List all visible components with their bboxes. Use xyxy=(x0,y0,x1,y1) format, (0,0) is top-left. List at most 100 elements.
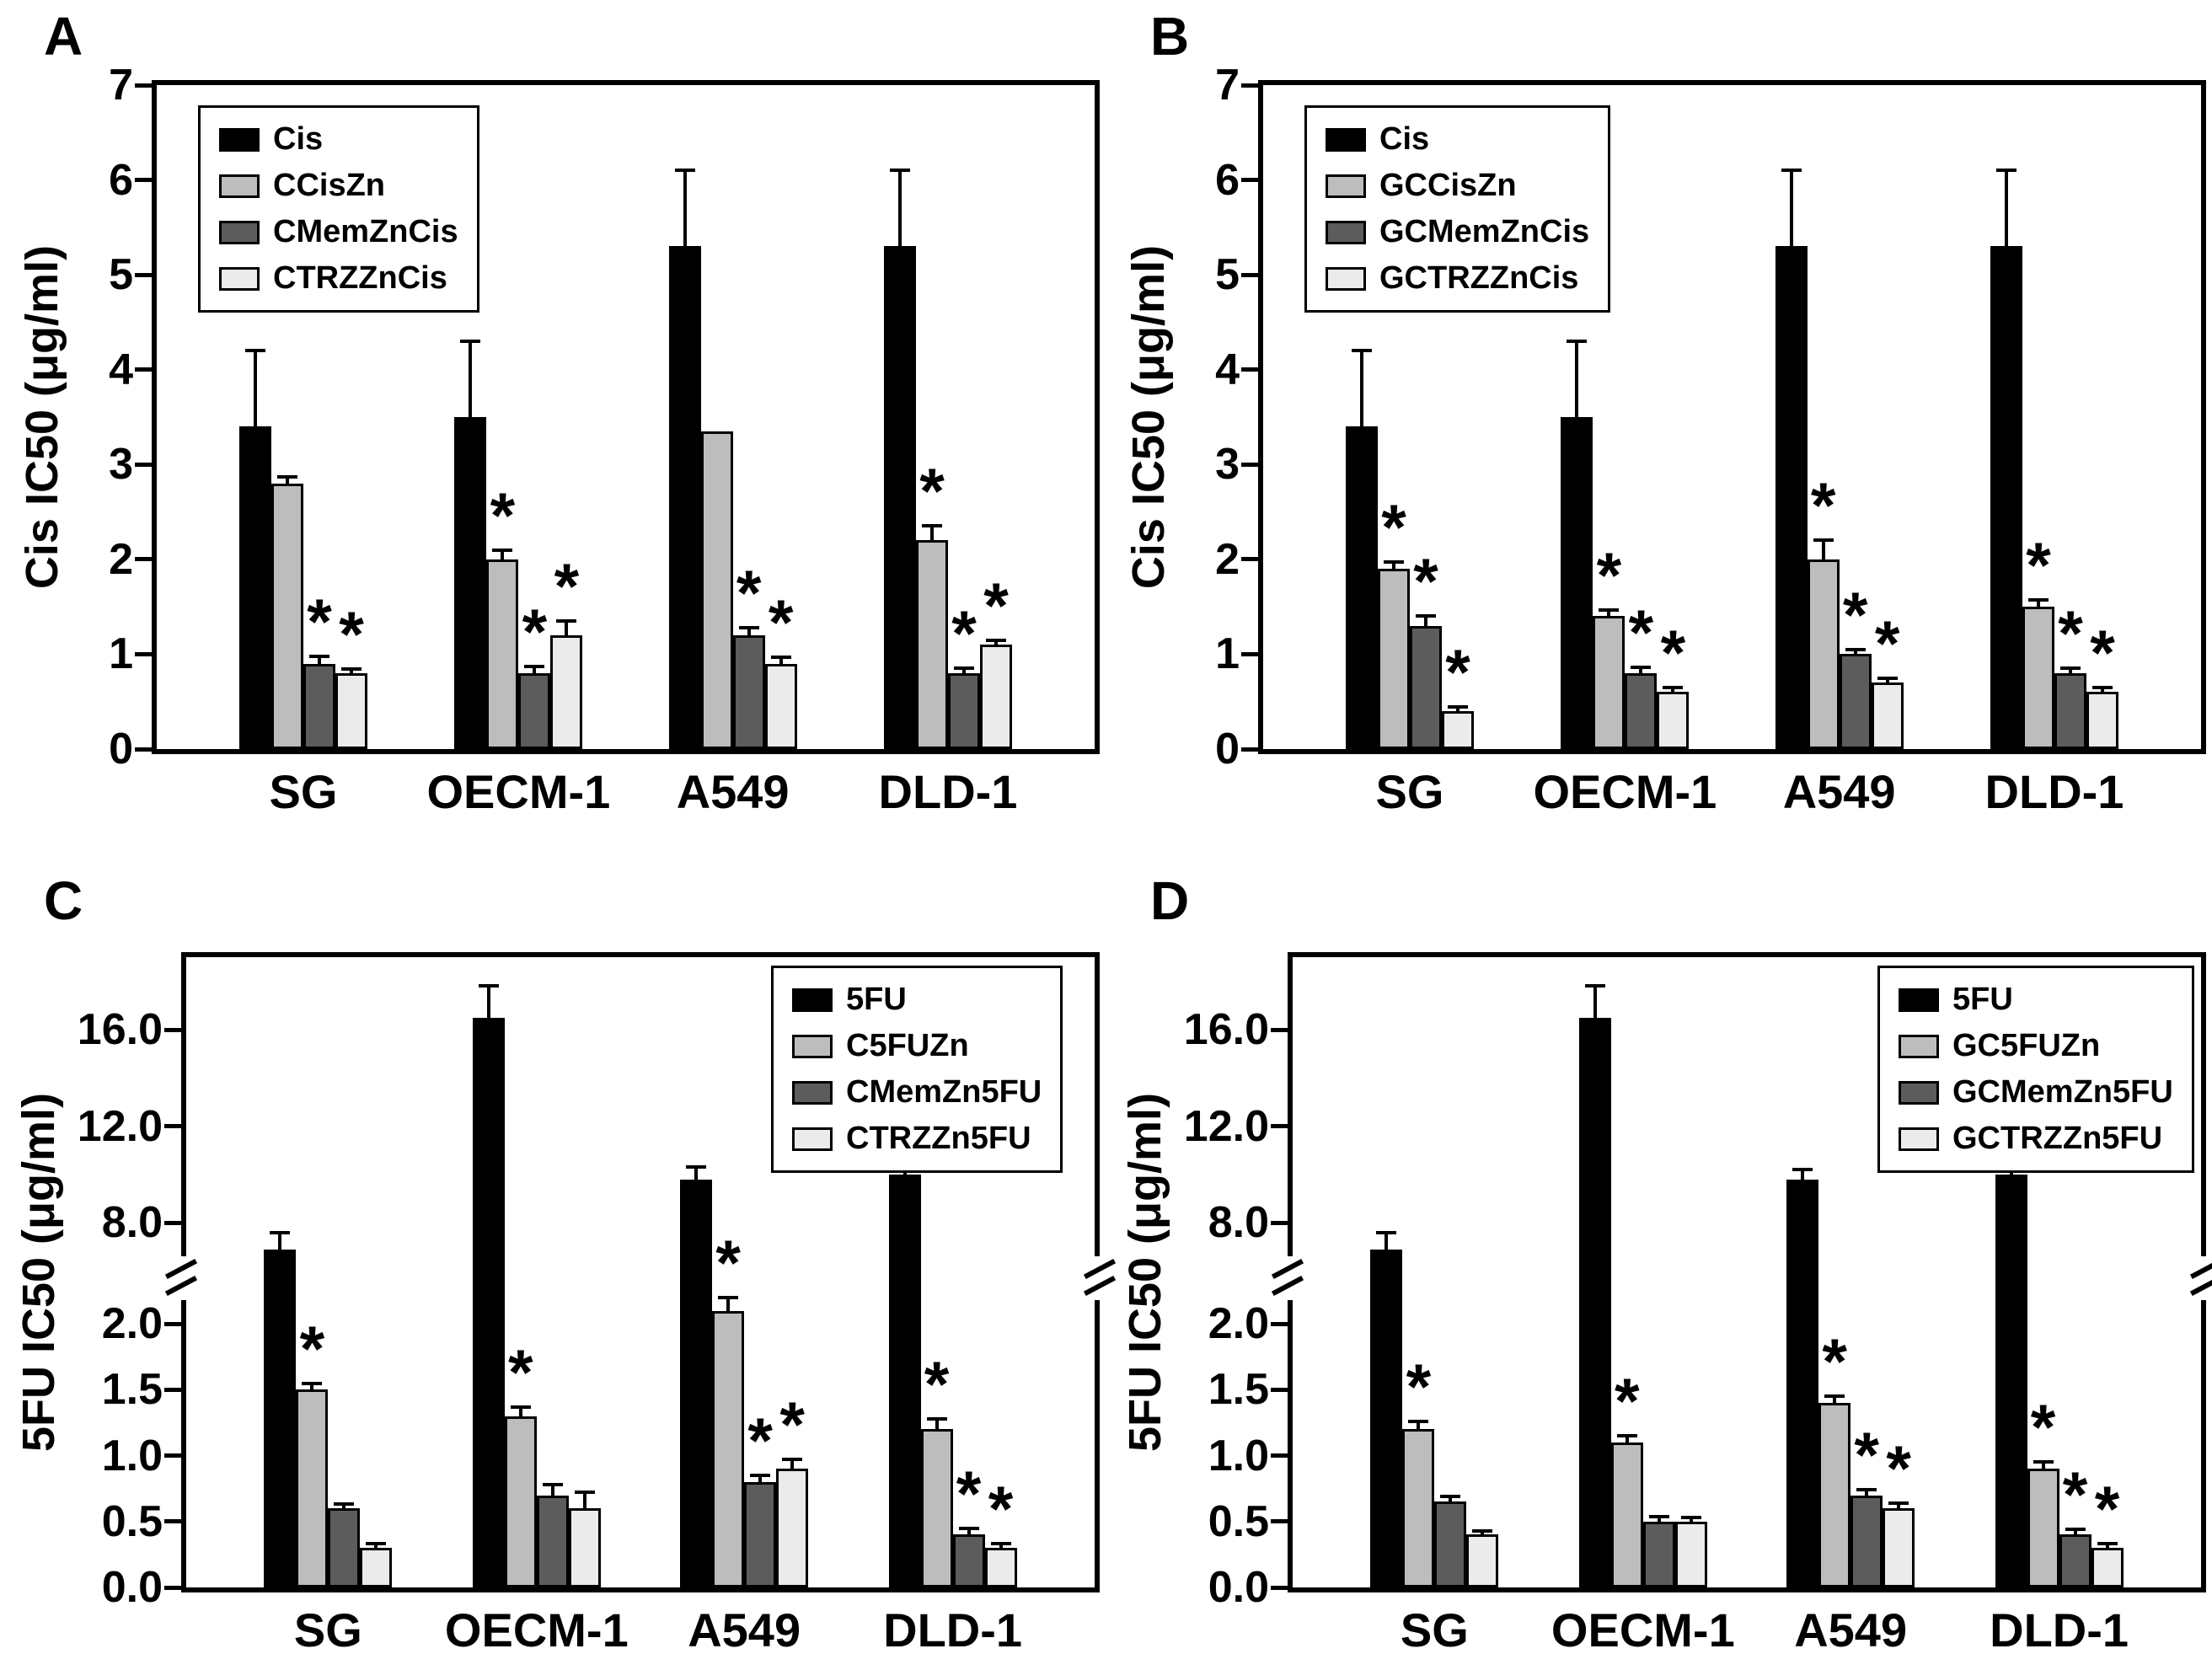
significance-asterisk: * xyxy=(1810,470,1836,543)
legend-label: CMemZn5FU xyxy=(846,1074,1042,1110)
error-bar-cap xyxy=(2028,598,2049,602)
bar-C5FUZn xyxy=(504,1416,537,1587)
significance-asterisk: * xyxy=(736,557,762,629)
significance-asterisk: * xyxy=(779,1389,805,1462)
significance-asterisk: * xyxy=(1596,539,1622,612)
bar-GCMemZnCis xyxy=(1410,625,1442,749)
bar-CTRZZn5FU xyxy=(568,1508,601,1587)
bar-GCMemZn5FU xyxy=(2059,1534,2091,1587)
legend-swatch xyxy=(792,1127,833,1151)
legend: 5FU GC5FUZn GCMemZn5FU GCTRZZn5FU xyxy=(1877,966,2194,1173)
y-tick-label: 8.0 xyxy=(1208,1198,1269,1248)
error-bar xyxy=(469,340,473,417)
legend-item: Cis xyxy=(1326,121,1589,158)
significance-asterisk: * xyxy=(919,456,945,528)
error-bar-cap xyxy=(1616,1434,1637,1438)
error-bar-cap xyxy=(1824,1394,1845,1399)
error-bar-cap xyxy=(478,984,499,988)
y-tick-mark xyxy=(1271,1124,1288,1129)
error-bar xyxy=(1456,707,1459,711)
legend-item: GCTRZZn5FU xyxy=(1899,1121,2173,1157)
error-bar xyxy=(310,1383,314,1390)
y-tick-label: 2.0 xyxy=(101,1299,163,1349)
error-bar-cap xyxy=(524,665,545,669)
error-bar-cap xyxy=(922,524,942,528)
bar-GCCisZn xyxy=(2022,607,2054,749)
error-bar xyxy=(2037,600,2040,608)
significance-asterisk: * xyxy=(299,1313,325,1385)
bar-GCTRZZn5FU xyxy=(1466,1534,1499,1587)
significance-asterisk: * xyxy=(339,599,364,672)
y-tick-mark xyxy=(1271,1220,1288,1225)
error-bar xyxy=(1885,677,1889,683)
panel-D: D 5FU IC50 (μg/ml) 0.0 0.5 1.0 1.5 2.0 8.0 12.0 1… xyxy=(1106,834,2212,1670)
significance-asterisk: * xyxy=(1413,546,1438,618)
error-bar-cap xyxy=(1877,676,1898,680)
error-bar-cap xyxy=(1680,1516,1701,1520)
bar-CTRZZnCis xyxy=(550,634,583,749)
bar-5FU xyxy=(680,1179,713,1587)
bar-GC5FUZn xyxy=(1610,1442,1643,1587)
bar-Cis xyxy=(1990,246,2022,749)
y-tick-label: 0.0 xyxy=(101,1563,163,1612)
error-bar xyxy=(1417,1421,1421,1430)
error-bar xyxy=(533,666,537,673)
y-tick-label: 12.0 xyxy=(1183,1101,1269,1151)
bar-Cis xyxy=(1561,417,1593,749)
error-bar-cap xyxy=(1384,560,1404,565)
y-tick-mark xyxy=(1241,651,1258,656)
significance-asterisk: * xyxy=(1842,579,1868,651)
x-category-label: OECM-1 xyxy=(1551,1603,1735,1657)
y-tick-label: 0 xyxy=(109,725,133,773)
y-tick-label: 2.0 xyxy=(1208,1299,1269,1349)
error-bar xyxy=(1575,340,1579,417)
y-tick-label: 12.0 xyxy=(77,1101,163,1151)
error-bar-cap xyxy=(492,548,513,552)
y-tick-mark xyxy=(1241,462,1258,467)
error-bar-cap xyxy=(1631,666,1652,670)
legend-swatch xyxy=(1326,127,1366,152)
bar-GC5FUZn xyxy=(1402,1429,1435,1587)
y-tick-label: 16.0 xyxy=(77,1005,163,1055)
y-tick-mark xyxy=(164,1387,181,1392)
error-bar xyxy=(1833,1396,1837,1404)
bar-GCMemZn5FU xyxy=(1850,1495,1883,1587)
bar-GCMemZnCis xyxy=(2054,672,2086,749)
y-tick-label: 1 xyxy=(1215,629,1240,679)
error-bar-cap xyxy=(954,666,974,671)
error-bar-cap xyxy=(750,1474,771,1478)
bar-CMemZnCis xyxy=(303,663,335,749)
x-category-label: OECM-1 xyxy=(444,1603,629,1657)
y-tick-mark xyxy=(1271,1585,1288,1590)
error-bar-cap xyxy=(1584,984,1605,988)
legend-swatch xyxy=(1899,1034,1939,1058)
significance-asterisk: * xyxy=(2090,617,2115,689)
bar-CTRZZnCis xyxy=(764,663,797,749)
error-bar-cap xyxy=(738,625,759,629)
legend-item: GCTRZZnCis xyxy=(1326,260,1589,297)
error-bar-cap xyxy=(574,1491,595,1495)
legend-item: CTRZZnCis xyxy=(219,260,458,297)
error-bar xyxy=(779,656,783,664)
x-category-label: OECM-1 xyxy=(1533,765,1717,818)
error-bar xyxy=(747,627,751,635)
error-bar-cap xyxy=(1599,608,1620,612)
legend-swatch xyxy=(1326,220,1366,244)
y-tick-mark xyxy=(1271,1321,1288,1326)
error-bar-cap xyxy=(1663,685,1684,689)
y-tick-label: 3 xyxy=(109,440,133,490)
x-category-label: A549 xyxy=(1794,1603,1908,1657)
legend-label: CTRZZnCis xyxy=(273,260,447,296)
error-bar xyxy=(935,1418,939,1430)
error-bar xyxy=(1897,1502,1901,1509)
error-bar-cap xyxy=(1648,1514,1669,1518)
error-bar xyxy=(318,656,321,664)
bar-GCCisZn xyxy=(1378,569,1410,749)
legend-item: GCCisZn xyxy=(1326,168,1589,204)
significance-asterisk: * xyxy=(1854,1420,1879,1492)
bar-Cis xyxy=(1775,246,1808,749)
error-bar xyxy=(2073,1529,2077,1535)
error-bar xyxy=(683,170,687,247)
error-bar-cap xyxy=(1472,1528,1493,1533)
error-bar-cap xyxy=(1792,1168,1813,1172)
